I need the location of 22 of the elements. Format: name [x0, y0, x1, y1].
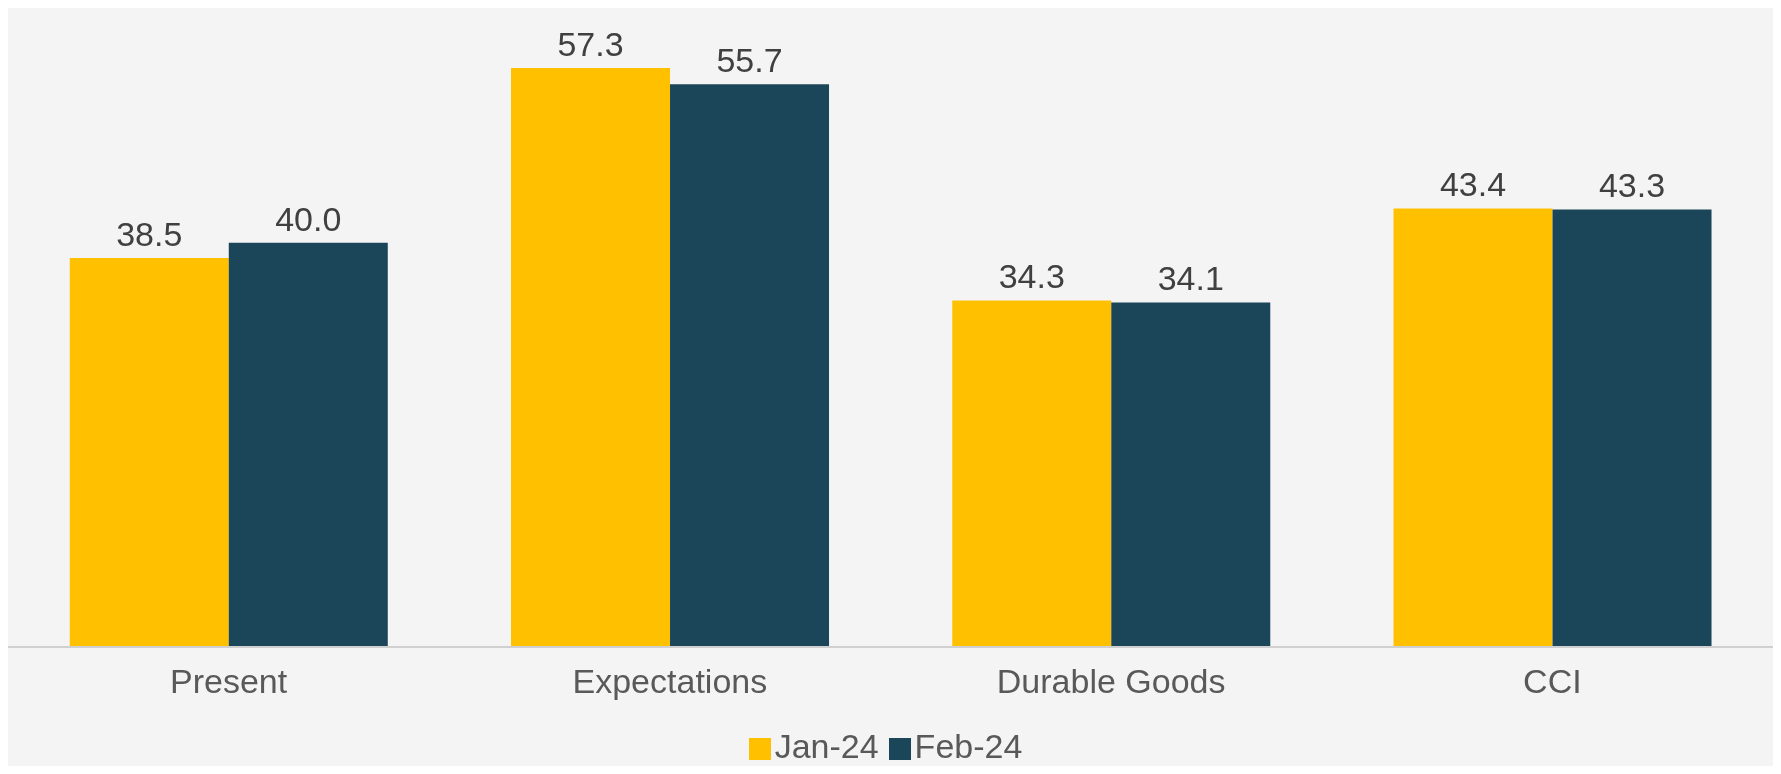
- data-label: 57.3: [557, 25, 624, 63]
- legend-label: Jan-24: [774, 727, 879, 765]
- bar: [952, 300, 1112, 647]
- data-label: 34.1: [1157, 259, 1224, 298]
- data-label: 40.0: [275, 199, 342, 238]
- data-label: 38.5: [116, 214, 183, 253]
- bar: [1111, 302, 1271, 647]
- data-label: 55.7: [716, 41, 783, 80]
- bar: [670, 84, 830, 647]
- data-label: 43.3: [1598, 166, 1666, 205]
- x-tick-label: Present: [170, 662, 288, 701]
- bar: [511, 68, 671, 647]
- data-label: 43.4: [1439, 165, 1507, 204]
- bar: [1393, 208, 1553, 647]
- legend-label: Feb-24: [914, 727, 1023, 765]
- bar: [69, 257, 229, 647]
- bar: [1552, 209, 1712, 647]
- x-tick-label: Durable Goods: [996, 662, 1226, 701]
- x-tick-label: CCI: [1523, 662, 1582, 701]
- data-label: 34.3: [998, 257, 1065, 296]
- x-tick-label: Expectations: [572, 662, 768, 701]
- bar: [228, 242, 388, 647]
